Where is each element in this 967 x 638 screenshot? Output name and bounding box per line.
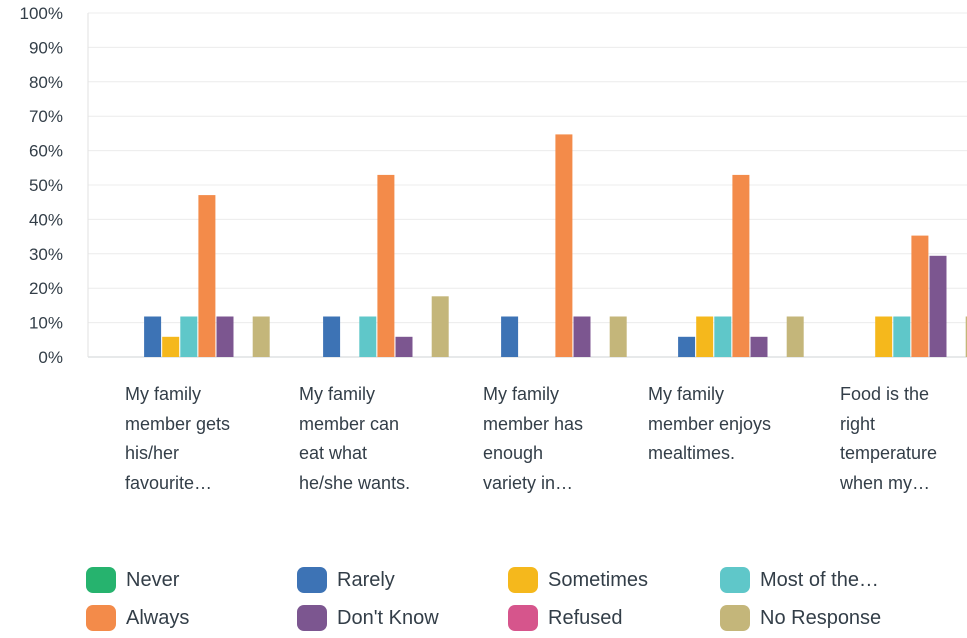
y-tick-label: 100% <box>20 4 63 23</box>
bar <box>696 316 714 357</box>
bar <box>965 316 967 357</box>
x-tick-label-line: My family <box>648 384 724 404</box>
legend-label: Never <box>126 568 180 591</box>
bar <box>359 316 377 357</box>
y-axis-tick-labels: 0% 10% 20% 30% 40% 50% 60% 70% 80% 90% 100% <box>20 4 63 367</box>
bar <box>431 296 449 357</box>
bar <box>162 336 180 357</box>
y-tick-label: 10% <box>29 314 63 333</box>
legend-item: Never <box>86 567 179 593</box>
legend-item: No Response <box>720 605 881 631</box>
x-tick-label-line: member enjoys <box>648 413 772 434</box>
x-tick-label-line: favourite… <box>125 472 213 493</box>
legend-item: Always <box>86 605 189 631</box>
bar <box>911 235 929 357</box>
bar <box>216 316 234 357</box>
bar <box>252 316 270 357</box>
x-tick-label-line: right <box>840 413 876 434</box>
x-tick-label: My family member enjoys mealtimes. <box>648 380 771 469</box>
bar <box>609 316 627 357</box>
bar <box>678 336 696 357</box>
legend-item: Don't Know <box>297 605 439 631</box>
x-tick-label-line: temperature <box>840 443 938 463</box>
bar <box>198 195 216 357</box>
bars <box>144 134 967 357</box>
legend-item: Most of the… <box>720 567 879 593</box>
bar <box>714 316 732 357</box>
x-tick-label-line: member has <box>483 413 584 434</box>
x-tick-label-line: when my… <box>840 472 931 493</box>
bar <box>377 174 395 357</box>
legend-label: Sometimes <box>548 568 649 591</box>
legend-label: No Response <box>760 606 882 629</box>
y-tick-label: 30% <box>29 245 63 264</box>
legend-swatch <box>720 605 750 631</box>
x-tick-label-line: My family <box>299 384 375 404</box>
legend-swatch <box>297 567 327 593</box>
bar <box>573 316 591 357</box>
legend-swatch <box>86 567 116 593</box>
x-tick-label-line: he/she wants. <box>299 472 411 493</box>
bar <box>501 316 519 357</box>
legend-swatch <box>508 567 538 593</box>
x-tick-label-line: member gets <box>125 413 231 434</box>
bar <box>555 134 573 357</box>
y-tick-label: 60% <box>29 142 63 161</box>
x-tick-label-line: My family <box>125 384 201 404</box>
x-tick-label: Food is the right temperature when my… <box>840 380 937 498</box>
bar <box>875 316 893 357</box>
x-tick-label: My family member has enough variety in… <box>483 380 583 498</box>
bar <box>732 174 750 357</box>
y-tick-label: 70% <box>29 107 63 126</box>
x-tick-label: My family member gets his/her favourite… <box>125 380 230 498</box>
x-tick-label-line: mealtimes. <box>648 443 736 463</box>
bar <box>750 336 768 357</box>
legend-label: Most of the… <box>760 568 879 591</box>
bar <box>786 316 804 357</box>
y-tick-label: 40% <box>29 210 63 229</box>
x-tick-label-line: member can <box>299 413 400 434</box>
y-tick-label: 20% <box>29 279 63 298</box>
legend-item: Rarely <box>297 567 395 593</box>
x-tick-label-line: My family <box>483 384 559 404</box>
legend-swatch <box>508 605 538 631</box>
y-tick-label: 90% <box>29 38 63 57</box>
legend-label: Always <box>126 606 190 629</box>
x-tick-label-line: enough <box>483 443 544 463</box>
bar <box>929 255 947 357</box>
legend-label: Don't Know <box>337 606 439 629</box>
bar <box>180 316 198 357</box>
x-tick-label-line: Food is the <box>840 384 930 404</box>
legend-swatch <box>720 567 750 593</box>
legend-swatch <box>297 605 327 631</box>
x-tick-label: My family member can eat what he/she wants. <box>299 380 410 498</box>
y-tick-label: 0% <box>38 348 63 367</box>
bar <box>395 336 413 357</box>
bar <box>893 316 911 357</box>
x-tick-label-line: variety in… <box>483 472 574 493</box>
legend-swatch <box>86 605 116 631</box>
legend-label: Refused <box>548 606 623 629</box>
legend-item: Sometimes <box>508 567 648 593</box>
bar <box>323 316 341 357</box>
y-tick-label: 50% <box>29 176 63 195</box>
grid-lines <box>87 12 967 358</box>
x-tick-label-line: his/her <box>125 443 180 463</box>
legend-item: Refused <box>508 605 623 631</box>
y-tick-label: 80% <box>29 73 63 92</box>
x-tick-label-line: eat what <box>299 443 368 463</box>
bar <box>144 316 162 357</box>
legend-label: Rarely <box>337 568 395 591</box>
